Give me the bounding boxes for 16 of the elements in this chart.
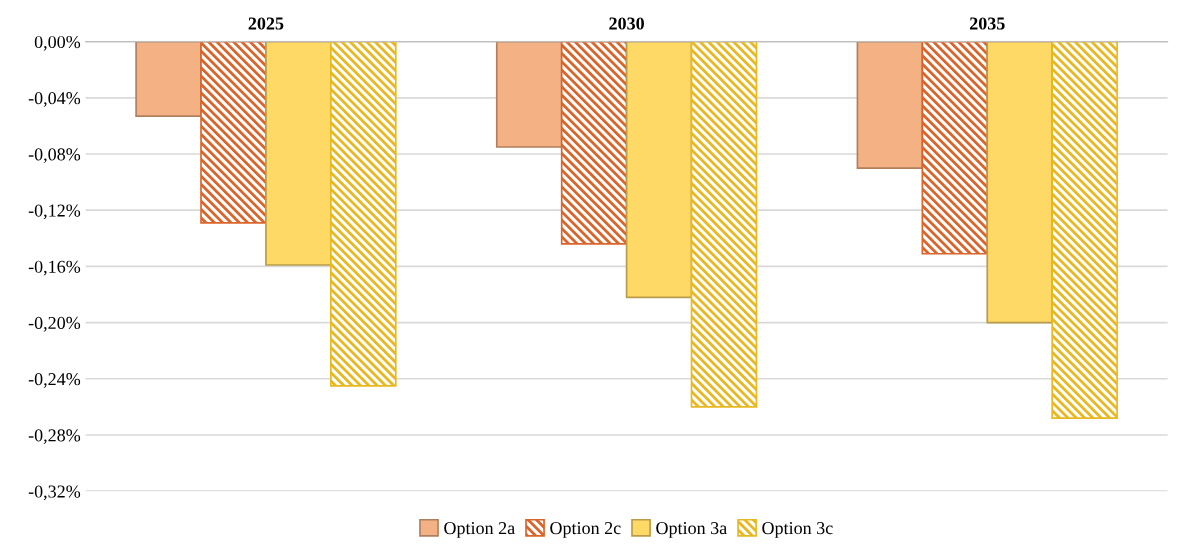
legend-label: Option 3a xyxy=(656,522,727,538)
y-tick-label: -0,20% xyxy=(28,316,81,332)
y-tick-label: 0,00% xyxy=(34,35,81,51)
y-tick-label: -0,24% xyxy=(28,373,81,388)
y-tick-label: -0,28% xyxy=(28,429,81,445)
y-tick-label: -0,16% xyxy=(28,260,81,276)
legend-label: Option 3c xyxy=(762,522,833,538)
y-tick-label: -0,04% xyxy=(28,92,81,107)
y-tick-label: -0,12% xyxy=(28,204,81,220)
y-tick-label: -0,08% xyxy=(28,148,81,164)
legend-label: Option 2a xyxy=(444,522,515,538)
x-tick-label: 2030 xyxy=(609,17,644,30)
x-tick-label: 2025 xyxy=(248,17,284,30)
x-tick-label: 2035 xyxy=(969,17,1005,30)
legend-label: Option 2c xyxy=(550,522,621,538)
y-tick-label: -0,32% xyxy=(28,485,81,501)
